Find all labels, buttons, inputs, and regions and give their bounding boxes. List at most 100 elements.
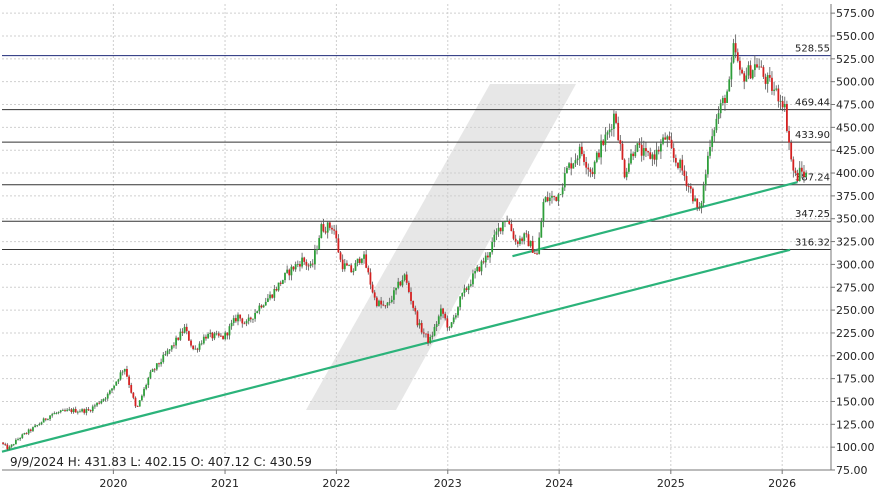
candle-349 [747,61,750,80]
candle-154 [331,225,333,234]
candle-body-33 [72,408,75,413]
candle-70 [151,368,154,372]
candle-body-292 [625,171,628,178]
candle-319 [683,165,686,181]
candle-body-157 [337,238,340,253]
candle-body-278 [595,152,598,162]
candle-354 [758,58,761,70]
candle-body-118 [254,313,256,319]
candle-body-268 [574,160,577,164]
candle-102 [220,332,222,337]
candle-body-370 [792,159,795,171]
candle-body-359 [768,75,771,78]
candle-body-91 [196,348,199,350]
candle-286 [613,110,615,137]
candle-292 [625,167,628,181]
candle-body-343 [734,43,737,53]
candle-body-179 [384,305,387,307]
candle-32 [70,407,73,414]
candle-body-272 [583,154,585,162]
candle-363 [777,84,780,108]
candle-body-97 [209,332,212,334]
candle-172 [369,268,372,290]
candle-366 [783,96,786,113]
candle-body-339 [726,91,729,103]
x-tick-label-2: 2022 [322,477,350,490]
candle-body-163 [350,265,353,273]
candle-166 [356,258,359,267]
candle-236 [506,215,509,222]
candle-196 [420,320,423,335]
candle-body-110 [237,314,239,322]
candle-285 [610,124,613,137]
candle-131 [281,279,284,285]
candle-40 [87,406,90,411]
candle-body-168 [360,258,363,263]
candle-57 [123,368,126,375]
candle-24 [53,411,56,415]
candle-body-74 [160,361,163,365]
candle-body-207 [444,313,447,319]
candle-360 [771,71,773,95]
candle-291 [623,158,626,179]
candle-body-183 [393,290,395,300]
candle-105 [226,332,229,340]
candle-110 [237,312,239,326]
y-tick-label-0: 75.00 [836,464,868,477]
candle-202 [433,323,436,337]
candle-204 [437,314,440,326]
candle-body-274 [587,167,590,170]
candle-body-296 [634,151,637,157]
candle-body-297 [636,143,639,152]
candle-72 [155,363,158,371]
candle-321 [687,183,690,193]
candle-256 [548,192,551,206]
candle-289 [619,135,622,151]
candle-341 [730,56,733,88]
candle-239 [512,228,515,241]
candle-151 [324,226,327,235]
candle-body-32 [70,409,73,413]
candle-84 [181,328,184,336]
candle-body-129 [277,282,280,291]
candle-284 [608,123,611,138]
candle-268 [574,153,577,168]
candle-247 [529,240,532,248]
candle-body-284 [608,129,611,133]
candle-225 [482,257,485,264]
candle-body-104 [224,332,227,340]
candle-body-271 [580,146,583,155]
candle-48 [104,397,107,402]
candle-body-66 [143,388,145,396]
candle-body-62 [134,397,137,407]
candle-92 [198,341,201,352]
candle-body-44 [96,402,98,406]
candle-body-334 [715,118,718,131]
candle-body-242 [519,238,521,244]
candle-351 [751,69,754,80]
candle-114 [245,319,248,327]
candle-65 [140,394,143,402]
candle-body-188 [403,274,406,280]
candle-body-289 [619,140,622,144]
candle-body-290 [621,143,624,160]
candle-body-170 [365,254,368,268]
candle-27 [59,409,62,414]
candle-body-214 [459,296,462,308]
candle-body-326 [698,207,701,209]
candle-body-52 [113,385,116,389]
candle-body-302 [647,151,649,153]
candle-192 [412,300,415,311]
candle-body-7 [17,439,19,440]
candle-141 [303,256,306,265]
candle-143 [307,263,310,271]
watermark-logo [306,84,576,410]
candle-body-150 [322,224,325,232]
candle-323 [692,187,694,204]
candle-28 [61,408,64,411]
candle-1 [4,442,7,446]
candle-101 [217,331,220,338]
candle-body-220 [472,273,474,285]
candle-body-247 [529,240,532,247]
candle-body-312 [668,136,671,140]
